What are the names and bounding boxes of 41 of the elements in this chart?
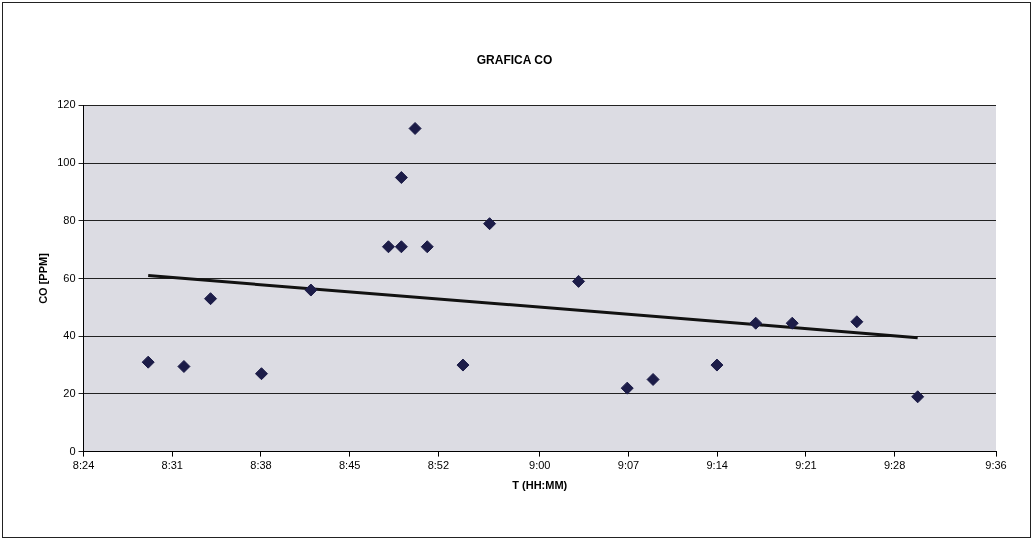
point bbox=[394, 240, 408, 254]
point bbox=[394, 171, 408, 185]
x-tick-label: 8:45 bbox=[338, 459, 361, 472]
y-tick-label: 100 bbox=[57, 156, 76, 169]
x-tick-label: 9:00 bbox=[529, 459, 551, 472]
point bbox=[850, 315, 864, 329]
point bbox=[483, 217, 497, 231]
point bbox=[749, 316, 763, 330]
x-axis-title: T (HH:MM) bbox=[512, 479, 568, 492]
y-tick-label: 60 bbox=[63, 271, 76, 284]
x-tick-label: 9:07 bbox=[617, 459, 640, 472]
y-tick-label: 120 bbox=[57, 98, 76, 111]
point bbox=[911, 390, 925, 404]
point bbox=[381, 240, 395, 254]
point bbox=[785, 316, 799, 330]
point bbox=[646, 372, 660, 386]
point bbox=[204, 292, 218, 306]
y-tick-label: 20 bbox=[63, 386, 76, 399]
point bbox=[408, 121, 422, 135]
x-tick-label: 9:36 bbox=[985, 459, 1007, 472]
point bbox=[254, 367, 268, 381]
chart-title: GRAFICA CO bbox=[476, 52, 553, 67]
point bbox=[710, 358, 724, 372]
x-tick-label: 8:31 bbox=[161, 459, 183, 472]
point bbox=[620, 381, 634, 395]
y-tick-label: 40 bbox=[63, 329, 76, 342]
point bbox=[177, 359, 191, 373]
x-tick-label: 8:38 bbox=[250, 459, 272, 472]
y-tick-label: 0 bbox=[69, 444, 76, 457]
point bbox=[304, 283, 318, 297]
point bbox=[141, 355, 155, 369]
point bbox=[572, 274, 586, 288]
x-tick-label: 9:28 bbox=[883, 459, 906, 472]
x-tick-label: 8:52 bbox=[427, 459, 450, 472]
x-tick-label: 9:14 bbox=[706, 459, 728, 472]
x-tick-label: 8:24 bbox=[72, 459, 95, 472]
y-axis-title: CO [PPM] bbox=[36, 252, 49, 304]
point bbox=[456, 358, 470, 372]
point bbox=[420, 240, 434, 254]
x-tick-label: 9:21 bbox=[795, 459, 817, 472]
y-tick-label: 80 bbox=[63, 213, 76, 226]
